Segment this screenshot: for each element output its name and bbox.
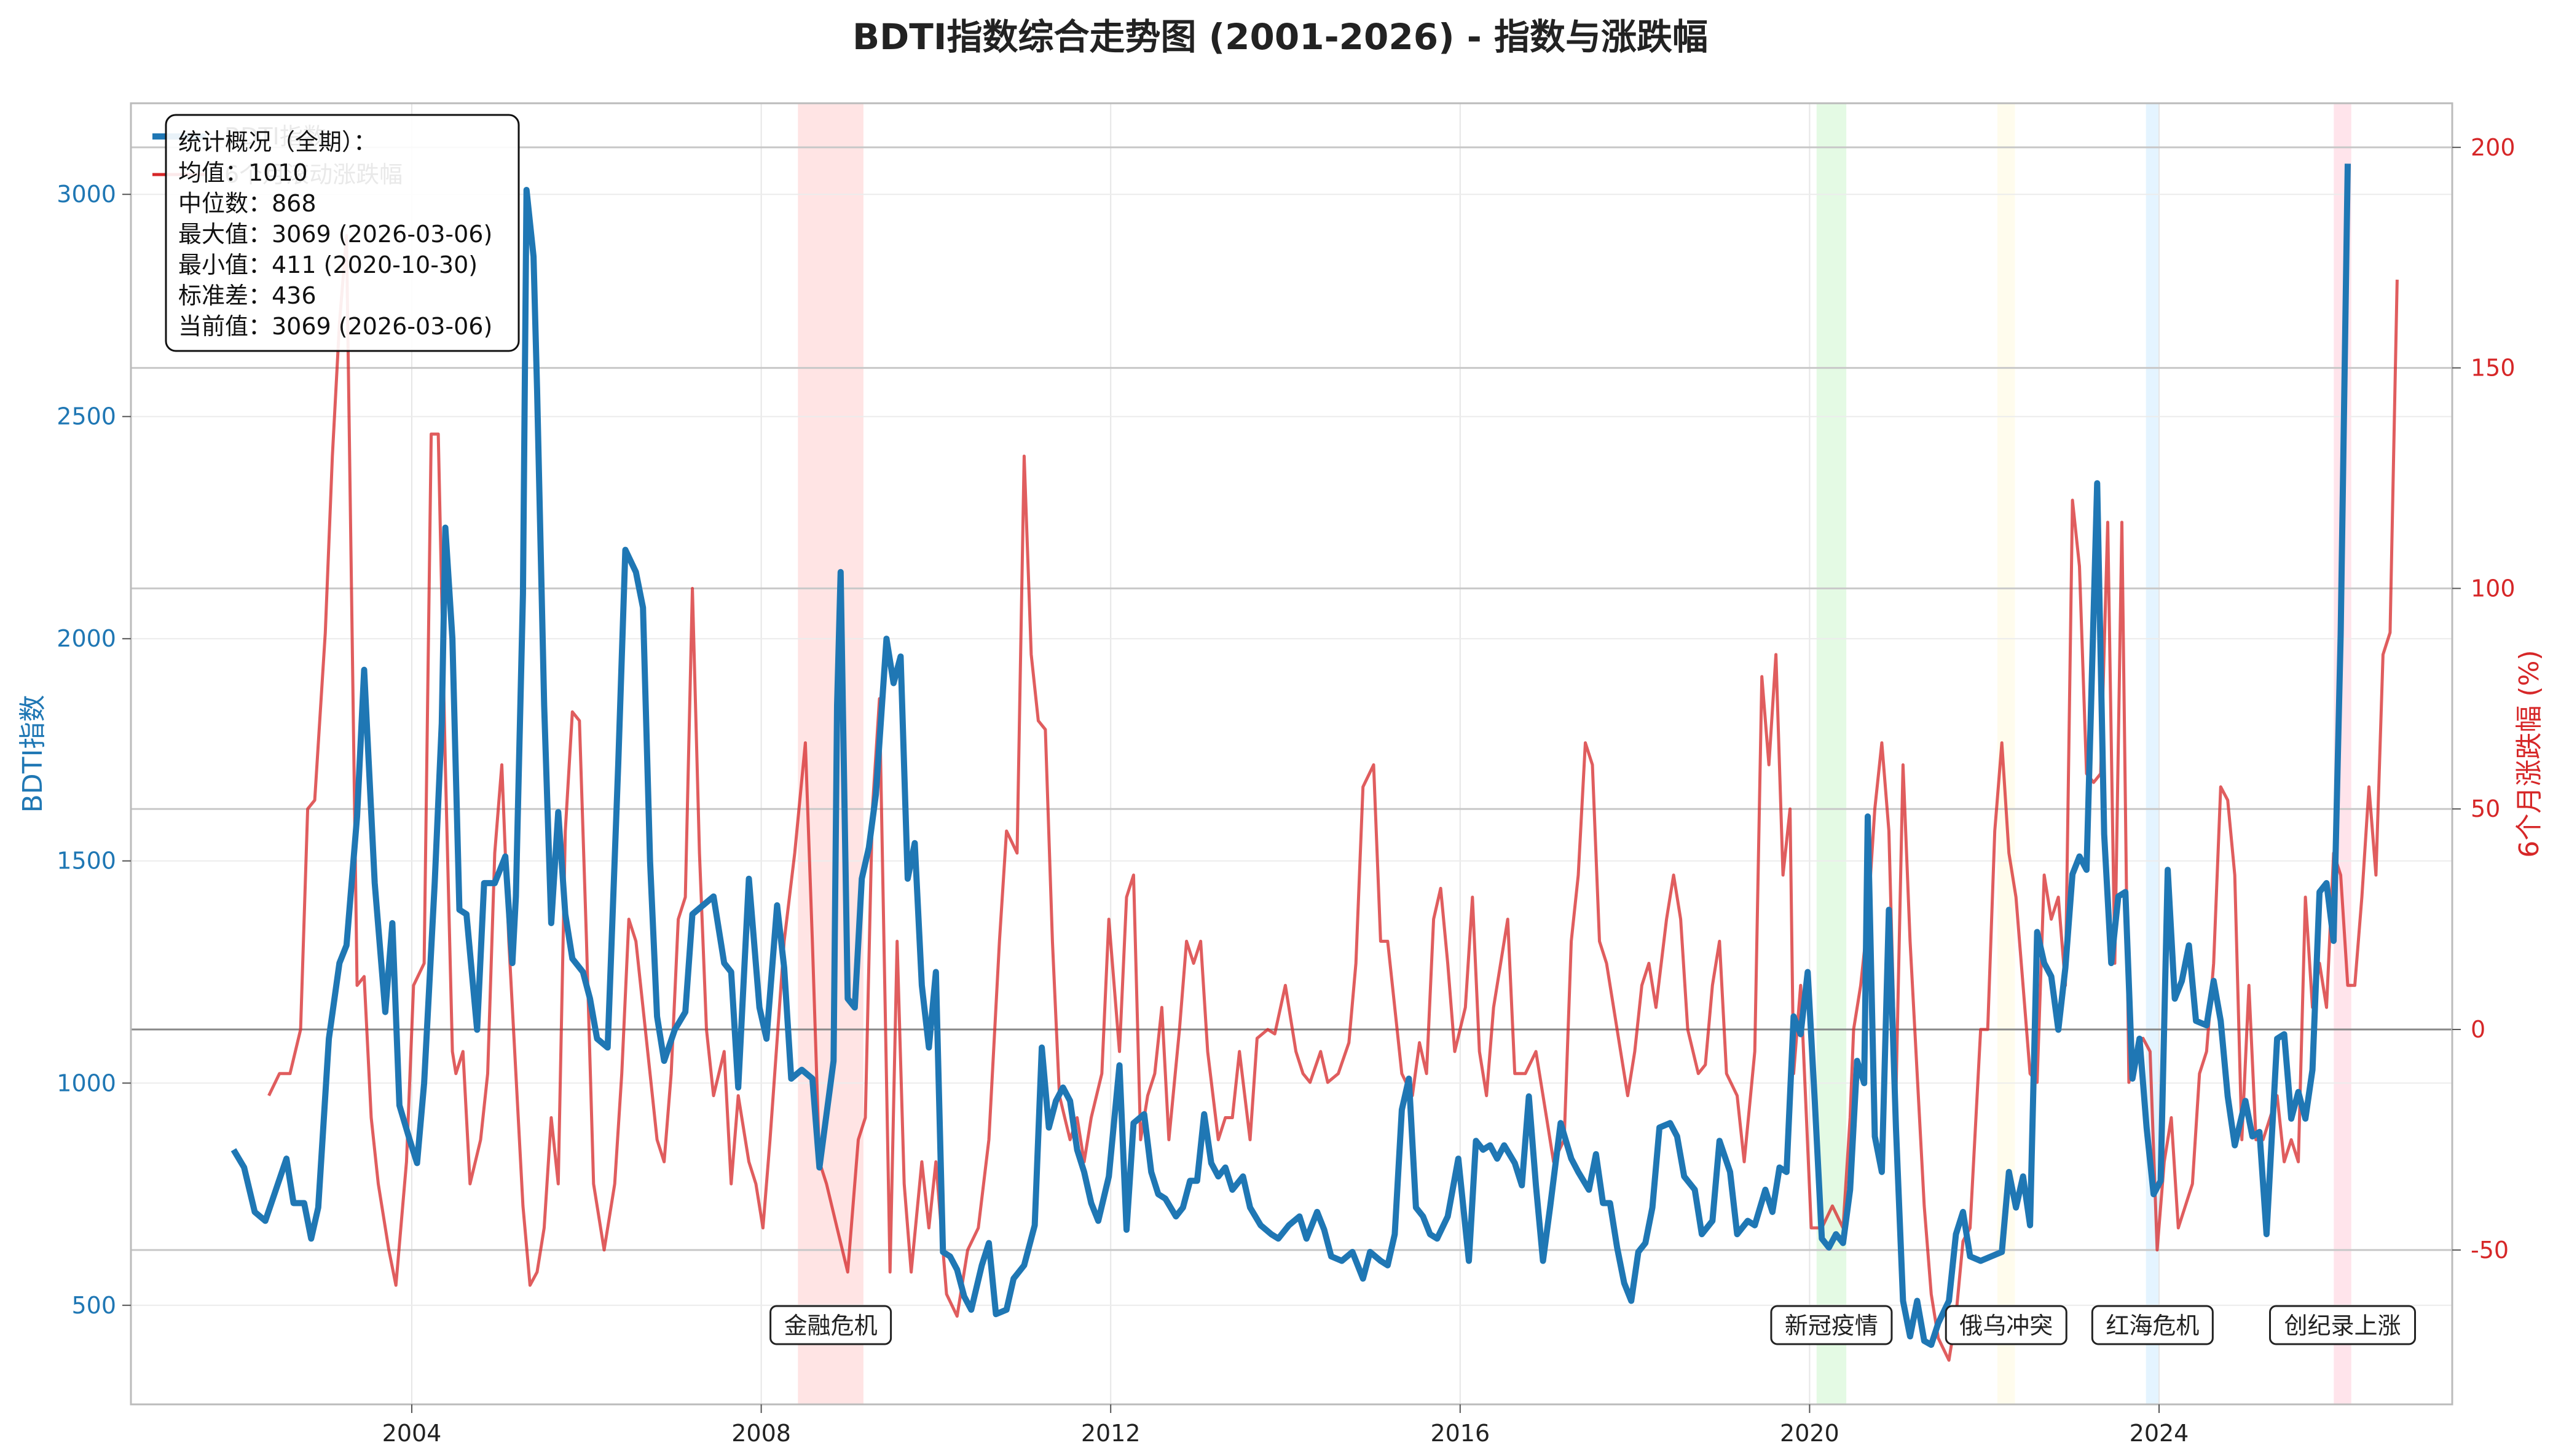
event-labels: 金融危机 新冠疫情 俄乌冲突 红海危机 创纪录上涨 (769, 1305, 2417, 1345)
stats-line-5: 标准差：436 (178, 282, 317, 309)
yr-tick-label-0: -50 (2471, 1237, 2509, 1264)
yr-tick-label-1: 0 (2471, 1016, 2485, 1043)
event-label-box-0 (769, 1305, 892, 1345)
yr-tick-label-3: 100 (2471, 575, 2516, 602)
chart-title: BDTI指数综合走势图 (2001-2026) - 指数与涨跌幅 (852, 16, 1708, 58)
stats-box-frame (165, 114, 520, 352)
stats-line-4: 最小值：411 (2020-10-30) (178, 251, 478, 278)
y-left-label: BDTI指数 (17, 695, 49, 813)
stats-line-1: 均值：1010 (178, 159, 308, 186)
shaded-period-0 (798, 103, 864, 1404)
yl-tick-label-2: 1500 (57, 848, 116, 875)
stats-line-2: 中位数：868 (178, 190, 317, 217)
yl-tick-label-3: 2000 (57, 625, 116, 652)
event-label-box-1 (1770, 1305, 1893, 1345)
axes: 2004 2008 2012 2016 2020 20245001000150020002… (17, 102, 2545, 1447)
event-label-0: 金融危机 (769, 1305, 892, 1345)
yr-tick-label-4: 150 (2471, 355, 2516, 382)
event-label-box-4 (2269, 1305, 2417, 1345)
event-label-text-1: 新冠疫情 (1785, 1312, 1878, 1339)
yl-tick-label-1: 1000 (57, 1069, 116, 1096)
x-tick-label-5: 2024 (2130, 1420, 2189, 1447)
event-label-1: 新冠疫情 (1770, 1305, 1893, 1345)
stats-line-0: 统计概况（全期）： (178, 128, 377, 155)
x-tick-label-1: 2008 (731, 1420, 791, 1447)
series-line-0 (230, 163, 2351, 1348)
event-label-2: 俄乌冲突 (1945, 1305, 2067, 1345)
stats-line-6: 当前值：3069 (2026-03-06) (178, 313, 492, 340)
x-tick-label-4: 2020 (1780, 1420, 1839, 1447)
event-label-text-2: 俄乌冲突 (1959, 1312, 2053, 1339)
stats-line-3: 最大值：3069 (2026-03-06) (178, 221, 492, 248)
series (230, 163, 2399, 1362)
x-tick-label-0: 2004 (382, 1420, 442, 1447)
yl-tick-label-4: 2500 (57, 403, 116, 430)
yr-tick-label-2: 50 (2471, 795, 2500, 822)
yr-tick-label-5: 200 (2471, 134, 2516, 161)
event-label-box-3 (2091, 1305, 2214, 1345)
event-label-text-0: 金融危机 (784, 1312, 878, 1339)
y-right-label: 6个月涨跌幅 (%) (2514, 650, 2545, 857)
stats-box: 统计概况（全期）： 均值：1010 中位数：868 最大值：3069 (2026-03… (165, 114, 520, 352)
series-line-1 (267, 234, 2399, 1362)
event-label-text-4: 创纪录上涨 (2284, 1312, 2401, 1339)
yl-tick-label-5: 3000 (57, 181, 116, 208)
x-tick-label-3: 2016 (1430, 1420, 1490, 1447)
shaded-period-3 (2146, 103, 2159, 1404)
event-label-text-3: 红海危机 (2106, 1312, 2199, 1339)
event-label-4: 创纪录上涨 (2269, 1305, 2417, 1345)
event-label-3: 红海危机 (2091, 1305, 2214, 1345)
plot-frame (130, 102, 2453, 1406)
x-tick-label-2: 2012 (1081, 1420, 1141, 1447)
event-label-box-2 (1945, 1305, 2067, 1345)
yl-tick-label-0: 500 (71, 1292, 116, 1319)
